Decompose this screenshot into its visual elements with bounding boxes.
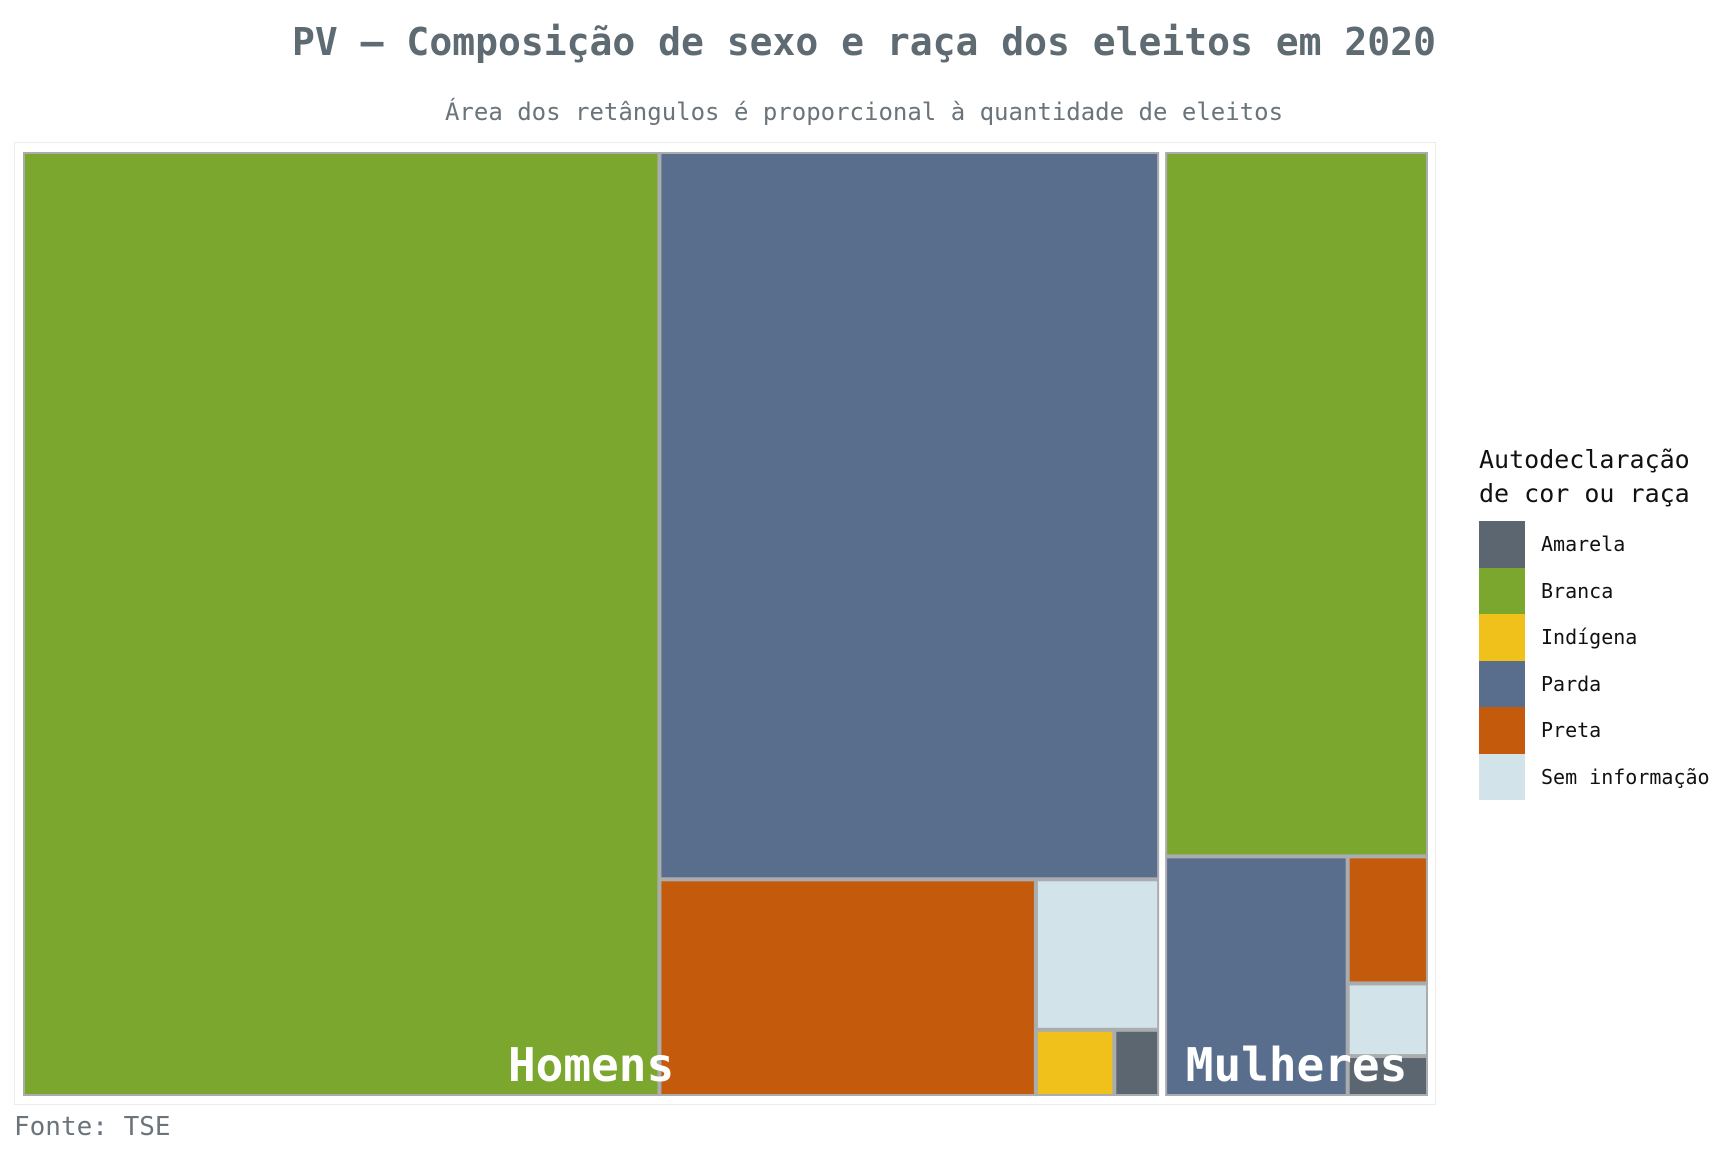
legend-swatch [1479, 614, 1525, 661]
legend-title-line-1: Autodeclaração [1479, 445, 1690, 474]
legend-title-line-2: de cor ou raça [1479, 479, 1690, 508]
legend-item: Indígena [1479, 614, 1719, 661]
legend-swatch [1479, 660, 1525, 707]
legend-label: Preta [1541, 718, 1602, 743]
group-label-mulheres: Mulheres [1185, 1038, 1408, 1092]
legend-label: Parda [1541, 671, 1602, 696]
treemap-cell-mulheres-amarela [1349, 1058, 1426, 1094]
legend: Autodeclaração de cor ou raça Amarela Bra… [1479, 443, 1719, 800]
legend-item: Branca [1479, 567, 1719, 614]
legend-item: Sem informação [1479, 753, 1719, 800]
treemap-cell-homens-parda [661, 154, 1158, 878]
treemap-cell-mulheres-branca [1167, 154, 1426, 855]
treemap-cell-mulheres-sem-informação [1349, 985, 1426, 1055]
treemap-cell-mulheres-parda [1167, 858, 1346, 1094]
legend-items: Amarela Branca Indígena Parda Preta Sem infor… [1479, 521, 1719, 800]
chart-title: PV – Composição de sexo e raça dos eleit… [292, 20, 1436, 64]
group-label-homens: Homens [507, 1038, 675, 1092]
legend-swatch [1479, 567, 1525, 614]
legend-item: Parda [1479, 660, 1719, 707]
legend-item: Amarela [1479, 521, 1719, 568]
treemap-cell-homens-amarela [1116, 1031, 1158, 1094]
legend-swatch [1479, 521, 1525, 568]
treemap-cell-homens-preta [661, 881, 1034, 1094]
legend-swatch [1479, 753, 1525, 800]
legend-label: Branca [1541, 578, 1614, 603]
treemap-cell-homens-sem-informação [1037, 881, 1158, 1028]
legend-item: Preta [1479, 707, 1719, 754]
legend-label: Amarela [1541, 532, 1626, 557]
chart-subtitle: Área dos retângulos é proporcional à qua… [444, 98, 1284, 126]
treemap-cell-homens-indígena [1037, 1031, 1113, 1094]
legend-label: Sem informação [1541, 764, 1710, 789]
source-caption: Fonte: TSE [14, 1112, 171, 1142]
treemap-cell-homens-branca [25, 154, 658, 1094]
legend-swatch [1479, 707, 1525, 754]
treemap-cell-mulheres-preta [1349, 858, 1426, 982]
legend-label: Indígena [1541, 625, 1638, 650]
legend-title: Autodeclaração de cor ou raça [1479, 443, 1699, 511]
